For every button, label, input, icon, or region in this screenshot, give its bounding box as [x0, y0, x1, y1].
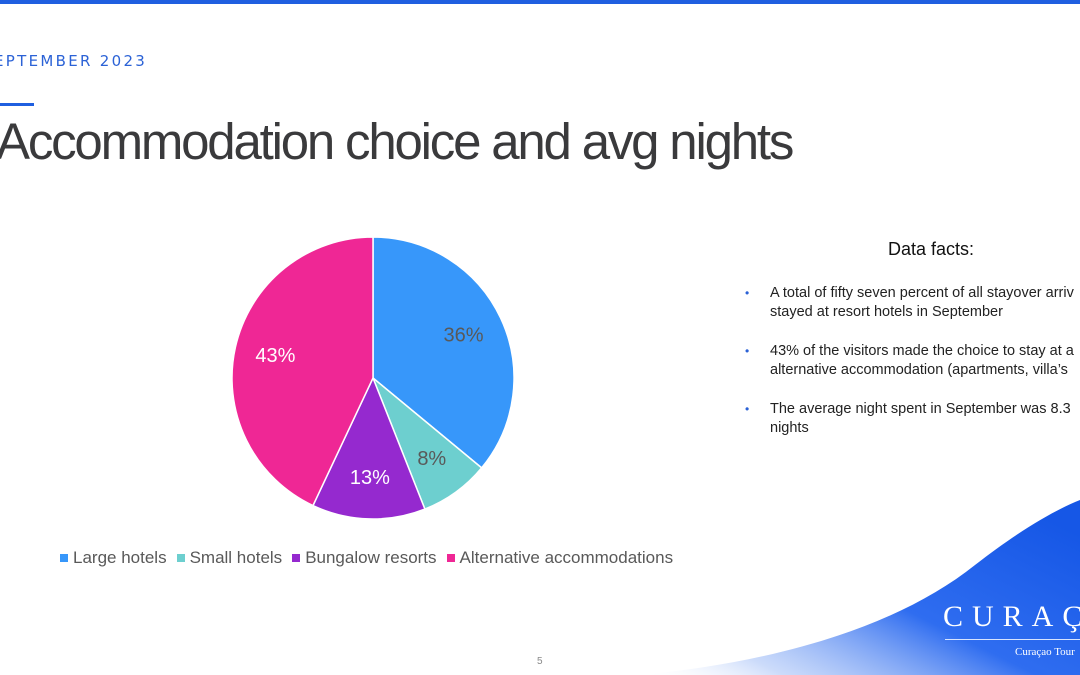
pie-slice-alternative-accommodations — [231, 236, 374, 507]
legend-item: Alternative accommodations — [446, 548, 674, 568]
legend-swatch — [446, 554, 455, 562]
data-facts-heading: Data facts: — [888, 239, 975, 259]
pie-data-labels: 36% 8% 13% 43% — [255, 324, 483, 489]
pie-data-label: 43% — [255, 345, 295, 367]
legend-swatch — [176, 554, 185, 562]
chart-legend: Large hotels Small hotels Bungalow resorts… — [60, 548, 683, 568]
logo-divider — [945, 639, 1080, 640]
fact-item: • The average night spent in September w… — [745, 400, 1080, 438]
top-accent-bar — [0, 0, 1080, 4]
legend-item: Large hotels — [60, 548, 167, 568]
pie-data-label: 13% — [350, 467, 390, 489]
legend-item: Bungalow resorts — [292, 548, 437, 568]
title-accent-line — [0, 103, 34, 106]
curacao-logo-tagline: Curaçao Tour — [1015, 646, 1075, 658]
legend-item: Small hotels — [176, 548, 283, 568]
slide-date-label: EPTEMBER 2023 — [0, 52, 148, 70]
fact-item: • A total of fifty seven percent of all … — [745, 284, 1080, 322]
data-facts-list: • A total of fifty seven percent of all … — [745, 284, 1080, 458]
fact-text: A total of fifty seven percent of all st… — [770, 285, 1074, 320]
fact-text: 43% of the visitors made the choice to s… — [770, 343, 1074, 378]
bullet-icon: • — [745, 344, 750, 358]
fact-item: • 43% of the visitors made the choice to… — [745, 342, 1080, 380]
curacao-logo-wordmark: CURAÇA — [943, 600, 1080, 633]
legend-swatch — [292, 554, 301, 562]
fact-text: The average night spent in September was… — [770, 401, 1071, 436]
legend-label: Large hotels — [73, 548, 167, 567]
legend-swatch — [60, 554, 68, 562]
pie-slices — [231, 236, 515, 520]
slide-title: Accommodation choice and avg nights — [0, 113, 794, 170]
legend-label: Alternative accommodations — [459, 548, 674, 567]
legend-label: Small hotels — [189, 548, 283, 567]
legend-label: Bungalow resorts — [305, 548, 437, 567]
pie-slice-bungalow-resorts — [311, 376, 426, 520]
pie-data-label: 36% — [443, 324, 483, 346]
pie-data-label: 8% — [417, 448, 446, 470]
bullet-icon: • — [745, 402, 750, 416]
pie-slice-large-hotels — [372, 236, 515, 469]
bullet-icon: • — [745, 286, 750, 300]
page-number: 5 — [537, 656, 543, 667]
